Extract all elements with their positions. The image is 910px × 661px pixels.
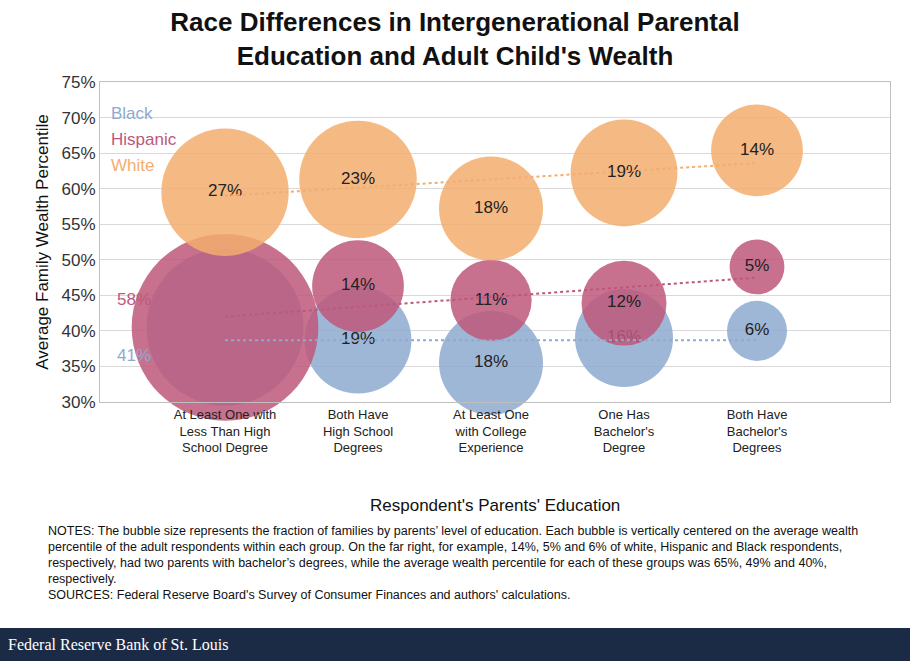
svg-text:45%: 45% bbox=[62, 286, 96, 305]
svg-text:Black: Black bbox=[111, 104, 153, 123]
svg-text:Average Family Wealth Percenti: Average Family Wealth Percentile bbox=[33, 114, 52, 369]
svg-text:65%: 65% bbox=[62, 144, 96, 163]
svg-text:70%: 70% bbox=[62, 109, 96, 128]
svg-text:58%: 58% bbox=[117, 290, 151, 309]
svg-text:55%: 55% bbox=[62, 215, 96, 234]
svg-text:Race Differences in Intergener: Race Differences in Intergenerational Pa… bbox=[170, 7, 739, 71]
svg-text:23%: 23% bbox=[341, 169, 375, 188]
svg-text:14%: 14% bbox=[341, 275, 375, 294]
html-text:Federal Reserve Bank of St. Lo: Federal Reserve Bank of St. Louis bbox=[8, 636, 229, 653]
svg-text:41%: 41% bbox=[117, 346, 151, 365]
svg-text:19%: 19% bbox=[607, 162, 641, 181]
svg-text:Both HaveHigh SchoolDegrees: Both HaveHigh SchoolDegrees bbox=[323, 407, 393, 456]
svg-text:40%: 40% bbox=[62, 322, 96, 341]
svg-text:One HasBachelor'sDegree: One HasBachelor'sDegree bbox=[594, 407, 655, 456]
svg-text:6%: 6% bbox=[745, 320, 770, 339]
svg-text:75%: 75% bbox=[62, 73, 96, 92]
svg-text:White: White bbox=[111, 156, 154, 175]
svg-text:At Least Onewith CollegeExperi: At Least Onewith CollegeExperience bbox=[453, 407, 529, 456]
svg-text:60%: 60% bbox=[62, 180, 96, 199]
svg-text:19%: 19% bbox=[341, 329, 375, 348]
svg-text:14%: 14% bbox=[740, 140, 774, 159]
svg-text:50%: 50% bbox=[62, 251, 96, 270]
svg-text:Both HaveBachelor'sDegrees: Both HaveBachelor'sDegrees bbox=[727, 407, 788, 456]
html-text:NOTES: The bubble size represe: NOTES: The bubble size represents the fr… bbox=[48, 524, 859, 586]
svg-text:5%: 5% bbox=[745, 256, 770, 275]
svg-text:18%: 18% bbox=[474, 198, 508, 217]
svg-text:Hispanic: Hispanic bbox=[111, 130, 177, 149]
svg-text:30%: 30% bbox=[62, 393, 96, 412]
svg-text:35%: 35% bbox=[62, 357, 96, 376]
svg-text:16%: 16% bbox=[607, 327, 641, 346]
svg-text:12%: 12% bbox=[607, 292, 641, 311]
svg-text:At Least One withLess Than Hig: At Least One withLess Than HighSchool De… bbox=[174, 407, 277, 456]
html-text:SOURCES: Federal Reserve Board: SOURCES: Federal Reserve Board's Survey … bbox=[48, 588, 571, 602]
svg-text:11%: 11% bbox=[475, 290, 508, 309]
svg-text:18%: 18% bbox=[474, 352, 508, 371]
svg-text:Respondent's Parents' Educatio: Respondent's Parents' Education bbox=[370, 496, 620, 515]
svg-text:27%: 27% bbox=[208, 181, 242, 200]
